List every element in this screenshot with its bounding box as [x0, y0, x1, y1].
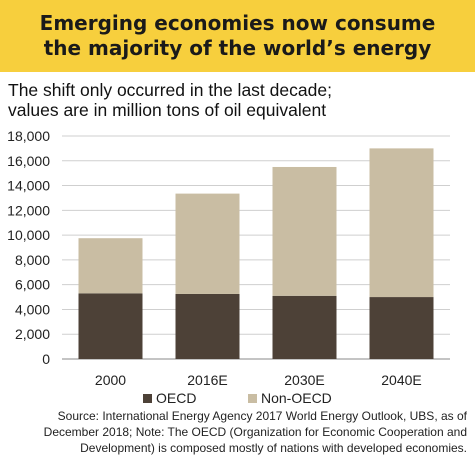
bar-non-oecd: [369, 148, 434, 298]
y-tick-label: 0: [42, 351, 50, 367]
legend-swatch-oecd: [143, 394, 152, 403]
y-tick-label: 2,000: [15, 326, 50, 342]
source-note: Source: International Energy Agency 2017…: [5, 408, 467, 456]
x-tick-label: 2016E: [187, 372, 227, 388]
y-tick-label: 6,000: [15, 277, 50, 293]
bar-oecd: [369, 297, 434, 359]
source-note-line-3: Development) is composed mostly of natio…: [80, 441, 467, 455]
x-axis-ticks: 2000 2016E 2030E 2040E: [95, 372, 422, 388]
x-tick-label: 2040E: [381, 372, 421, 388]
legend: OECD Non-OECD: [143, 390, 332, 406]
y-tick-label: 12,000: [7, 202, 50, 218]
legend-swatch-non-oecd: [248, 394, 257, 403]
y-tick-label: 4,000: [15, 301, 50, 317]
bar-non-oecd: [175, 193, 240, 294]
legend-label-non-oecd: Non-OECD: [261, 390, 332, 406]
x-tick-label: 2030E: [284, 372, 324, 388]
bar-oecd: [175, 293, 240, 359]
y-tick-label: 18,000: [7, 128, 50, 144]
subtitle-line-1: The shift only occurred in the last deca…: [8, 80, 332, 100]
bar-oecd: [78, 293, 143, 359]
source-note-line-2: December 2018; Note: The OECD (Organizat…: [43, 425, 467, 439]
y-tick-label: 10,000: [7, 227, 50, 243]
chart-title-line-2: the majority of the world’s energy: [43, 36, 432, 60]
bar-oecd: [272, 295, 337, 359]
chart-subtitle: The shift only occurred in the last deca…: [8, 80, 470, 120]
bar-non-oecd: [272, 166, 337, 296]
x-tick-label: 2000: [95, 372, 126, 388]
source-note-line-1: Source: International Energy Agency 2017…: [57, 409, 467, 423]
y-axis-ticks: 0 2,000 4,000 6,000 8,000 10,000 12,000 14,000 1…: [7, 128, 50, 367]
bar-non-oecd: [78, 238, 143, 294]
chart-title-line-1: Emerging economies now consume: [39, 11, 436, 35]
legend-label-oecd: OECD: [156, 390, 196, 406]
title-banner: Emerging economies now consume the major…: [0, 0, 475, 72]
y-tick-label: 8,000: [15, 252, 50, 268]
y-tick-label: 14,000: [7, 178, 50, 194]
bars-layer: [78, 148, 434, 359]
subtitle-line-2: values are in million tons of oil equiva…: [8, 100, 327, 120]
y-tick-label: 16,000: [7, 153, 50, 169]
